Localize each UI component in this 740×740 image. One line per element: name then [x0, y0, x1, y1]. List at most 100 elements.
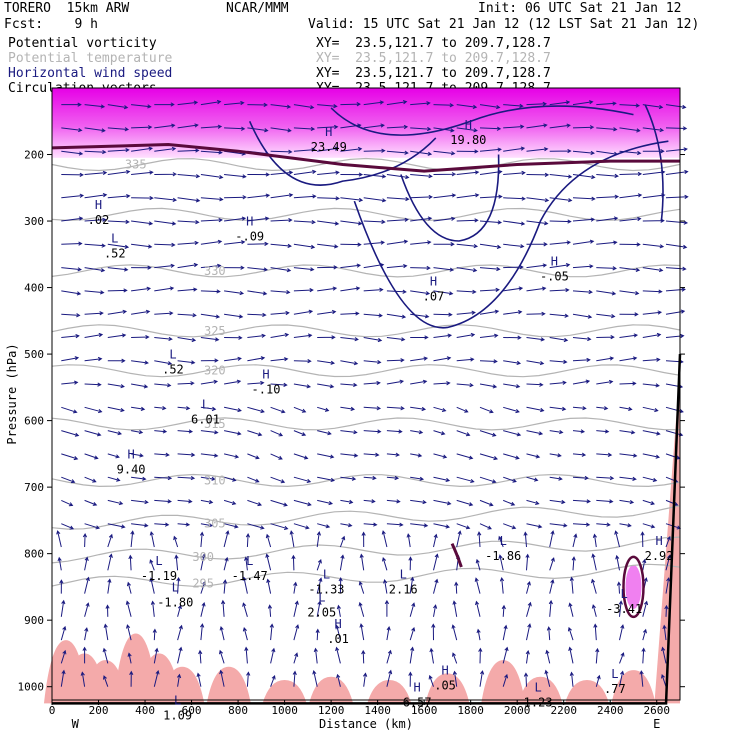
circulation-vector: [642, 127, 665, 133]
circulation-vector: [154, 383, 172, 388]
circulation-vector: [642, 476, 658, 482]
circulation-vector: [456, 193, 480, 199]
extremum-value-label: .01: [327, 632, 349, 646]
circulation-vector: [408, 556, 413, 571]
circulation-vector: [410, 126, 432, 132]
circulation-vector: [223, 556, 229, 571]
pv-fill-low-10: [425, 673, 470, 704]
circulation-vector: [57, 556, 62, 571]
circulation-vector: [549, 219, 572, 224]
circulation-vector: [270, 647, 276, 664]
circulation-vector: [433, 381, 451, 386]
theta-label: 335: [125, 158, 147, 172]
circulation-vector: [642, 243, 665, 249]
circulation-vector: [503, 196, 526, 201]
circulation-vector: [456, 499, 474, 507]
circulation-vector: [154, 146, 177, 152]
circulation-vector: [199, 623, 205, 641]
circulation-vector: [665, 333, 685, 339]
y-tick-label: 400: [24, 282, 44, 295]
circulation-vector: [270, 193, 294, 199]
circulation-vector: [338, 576, 343, 594]
circulation-vector: [361, 531, 366, 548]
circulation-vector: [269, 623, 274, 641]
circulation-vector: [105, 604, 110, 617]
circulation-vector: [642, 453, 661, 459]
circulation-vector: [317, 124, 339, 130]
circulation-vector: [642, 218, 665, 223]
circulation-vector: [386, 196, 410, 202]
circulation-vector: [665, 169, 689, 175]
circulation-vector: [479, 243, 502, 249]
circulation-vector: [153, 669, 160, 687]
circulation-vector: [126, 624, 132, 641]
circulation-vector: [363, 197, 387, 203]
circulation-vector: [641, 647, 646, 664]
circulation-vector: [317, 476, 336, 482]
circulation-vector: [572, 217, 596, 222]
wind-contour-0: [248, 120, 437, 186]
circulation-vector: [363, 522, 378, 527]
circulation-vector: [177, 197, 201, 203]
circulation-vector: [433, 533, 438, 548]
circulation-vector: [384, 599, 390, 617]
circulation-vector: [410, 406, 427, 412]
circulation-vector: [572, 452, 587, 457]
circulation-vector: [340, 286, 361, 292]
circulation-vector: [433, 553, 439, 571]
circulation-vector: [478, 647, 483, 664]
x-tick-label: 1400: [364, 704, 391, 717]
circulation-vector: [154, 172, 177, 177]
circulation-vector: [129, 670, 134, 687]
circulation-vector: [244, 646, 249, 664]
circulation-vector: [452, 670, 458, 687]
extremum-value-label: .02: [88, 213, 110, 227]
circulation-vector: [107, 288, 128, 293]
circulation-vector: [270, 453, 283, 460]
circulation-vector: [456, 332, 476, 338]
circulation-vector: [200, 313, 221, 319]
circulation-vector: [80, 671, 86, 687]
circulation-vector: [200, 217, 223, 223]
extremum-type-label: H: [325, 125, 332, 139]
circulation-vector: [410, 356, 429, 362]
circulation-vector: [340, 360, 359, 366]
circulation-vector: [270, 243, 292, 248]
circulation-vector: [619, 476, 637, 481]
circulation-vector: [642, 193, 666, 199]
circulation-vector: [200, 499, 214, 505]
circulation-vector: [503, 310, 523, 315]
terrain-surface: [52, 354, 682, 705]
circulation-vector: [595, 674, 601, 687]
circulation-vector: [433, 578, 439, 594]
circulation-vector: [61, 216, 84, 222]
circulation-vector: [270, 357, 289, 362]
circulation-vector: [526, 476, 539, 482]
field-xy-wind: XY= 23.5,121.7 to 209.7,128.7: [316, 66, 551, 81]
circulation-vector: [177, 646, 183, 664]
circulation-vector: [84, 290, 105, 295]
circulation-vector: [224, 216, 247, 222]
circulation-vector: [316, 600, 322, 617]
circulation-vector: [61, 127, 83, 133]
circulation-vector: [61, 267, 82, 272]
circulation-vector: [572, 313, 593, 319]
circulation-vector: [433, 430, 446, 436]
circulation-vector: [526, 147, 549, 152]
circulation-vector: [572, 264, 594, 269]
circulation-vector: [381, 530, 388, 548]
circulation-vector: [317, 220, 340, 226]
circulation-vector: [665, 309, 686, 315]
circulation-vector: [293, 406, 307, 413]
extremum-type-label: L: [246, 554, 253, 568]
extremum-type-label: H: [95, 198, 102, 212]
extremum-type-label: L: [155, 554, 162, 568]
extremum-value-label: 19.80: [450, 133, 486, 147]
circulation-vector: [107, 499, 124, 506]
y-tick-label: 600: [24, 415, 44, 428]
circulation-vector: [223, 530, 230, 548]
circulation-vector: [177, 406, 191, 411]
circulation-vector: [317, 243, 339, 249]
circulation-vector: [548, 599, 553, 617]
circulation-vector: [572, 499, 591, 504]
